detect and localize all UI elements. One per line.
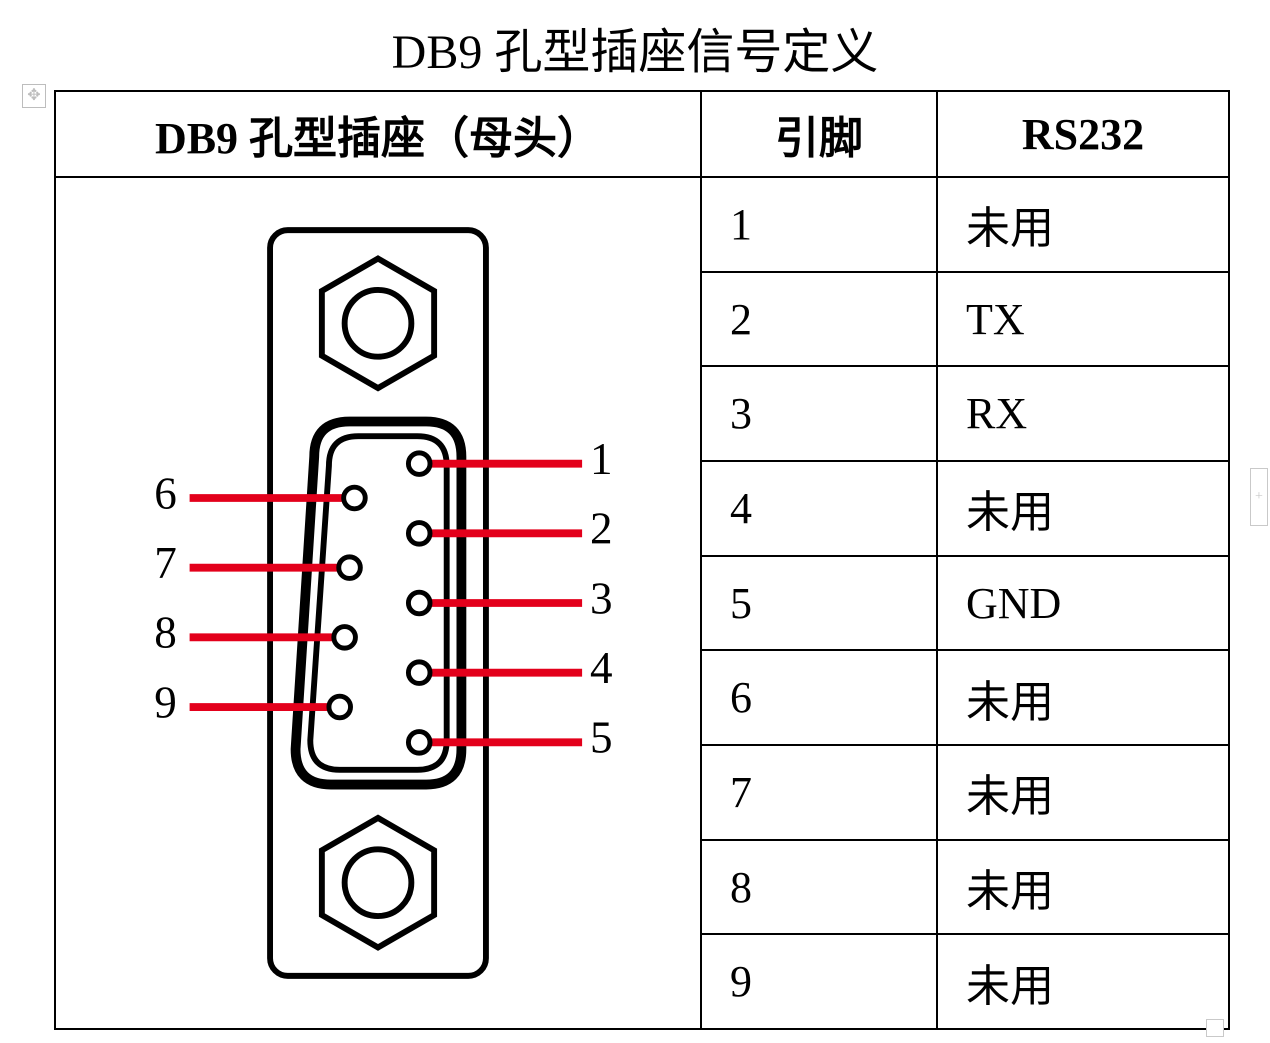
pin-cell: 7 xyxy=(702,746,936,841)
signal-cell: 未用 xyxy=(938,462,1228,557)
pin-label-6: 6 xyxy=(154,468,177,518)
pin-cell: 9 xyxy=(702,935,936,1028)
signal-cell: GND xyxy=(938,557,1228,652)
move-handle-icon: ✥ xyxy=(22,84,46,108)
pin-label-9: 9 xyxy=(154,677,177,727)
signal-cell: 未用 xyxy=(938,841,1228,936)
pin-label-5: 5 xyxy=(590,713,613,763)
header-signal: RS232 xyxy=(938,92,1228,178)
pin-cell: 5 xyxy=(702,557,936,652)
page-title: DB9 孔型插座信号定义 xyxy=(0,0,1270,90)
column-pin: 引脚 123456789 xyxy=(702,92,938,1028)
pinout-table: DB9 孔型插座（母头） 123456789 引脚 123456789 RS23… xyxy=(54,90,1230,1030)
db9-connector-svg: 1 2 3 4 5 6 7 8 9 xyxy=(64,186,692,1020)
pin-label-4: 4 xyxy=(590,643,613,693)
connector-diagram: 1 2 3 4 5 6 7 8 9 xyxy=(56,178,700,1028)
header-pin: 引脚 xyxy=(702,92,936,178)
pin-cell: 4 xyxy=(702,462,936,557)
column-signal: RS232 未用TXRX未用GND未用未用未用未用 xyxy=(938,92,1228,1028)
pin-label-1: 1 xyxy=(590,434,613,484)
pin-cell: 1 xyxy=(702,178,936,273)
pin-label-3: 3 xyxy=(590,573,613,623)
signal-cell: TX xyxy=(938,273,1228,368)
pin-cell: 6 xyxy=(702,651,936,746)
side-handle-icon: + xyxy=(1250,468,1268,526)
column-diagram: DB9 孔型插座（母头） 1 2 3 4 5 6 7 8 9 xyxy=(56,92,702,1028)
corner-handle-icon xyxy=(1206,1019,1224,1037)
signal-cell: 未用 xyxy=(938,651,1228,746)
signal-cell: 未用 xyxy=(938,935,1228,1028)
pin-label-2: 2 xyxy=(590,504,613,554)
pin-label-7: 7 xyxy=(154,538,177,588)
pin-cell: 2 xyxy=(702,273,936,368)
header-diagram: DB9 孔型插座（母头） xyxy=(56,92,700,178)
signal-cell: 未用 xyxy=(938,746,1228,841)
signal-cell: 未用 xyxy=(938,178,1228,273)
pin-cell: 3 xyxy=(702,367,936,462)
signal-cell: RX xyxy=(938,367,1228,462)
pin-cell: 8 xyxy=(702,841,936,936)
pin-label-8: 8 xyxy=(154,608,177,658)
